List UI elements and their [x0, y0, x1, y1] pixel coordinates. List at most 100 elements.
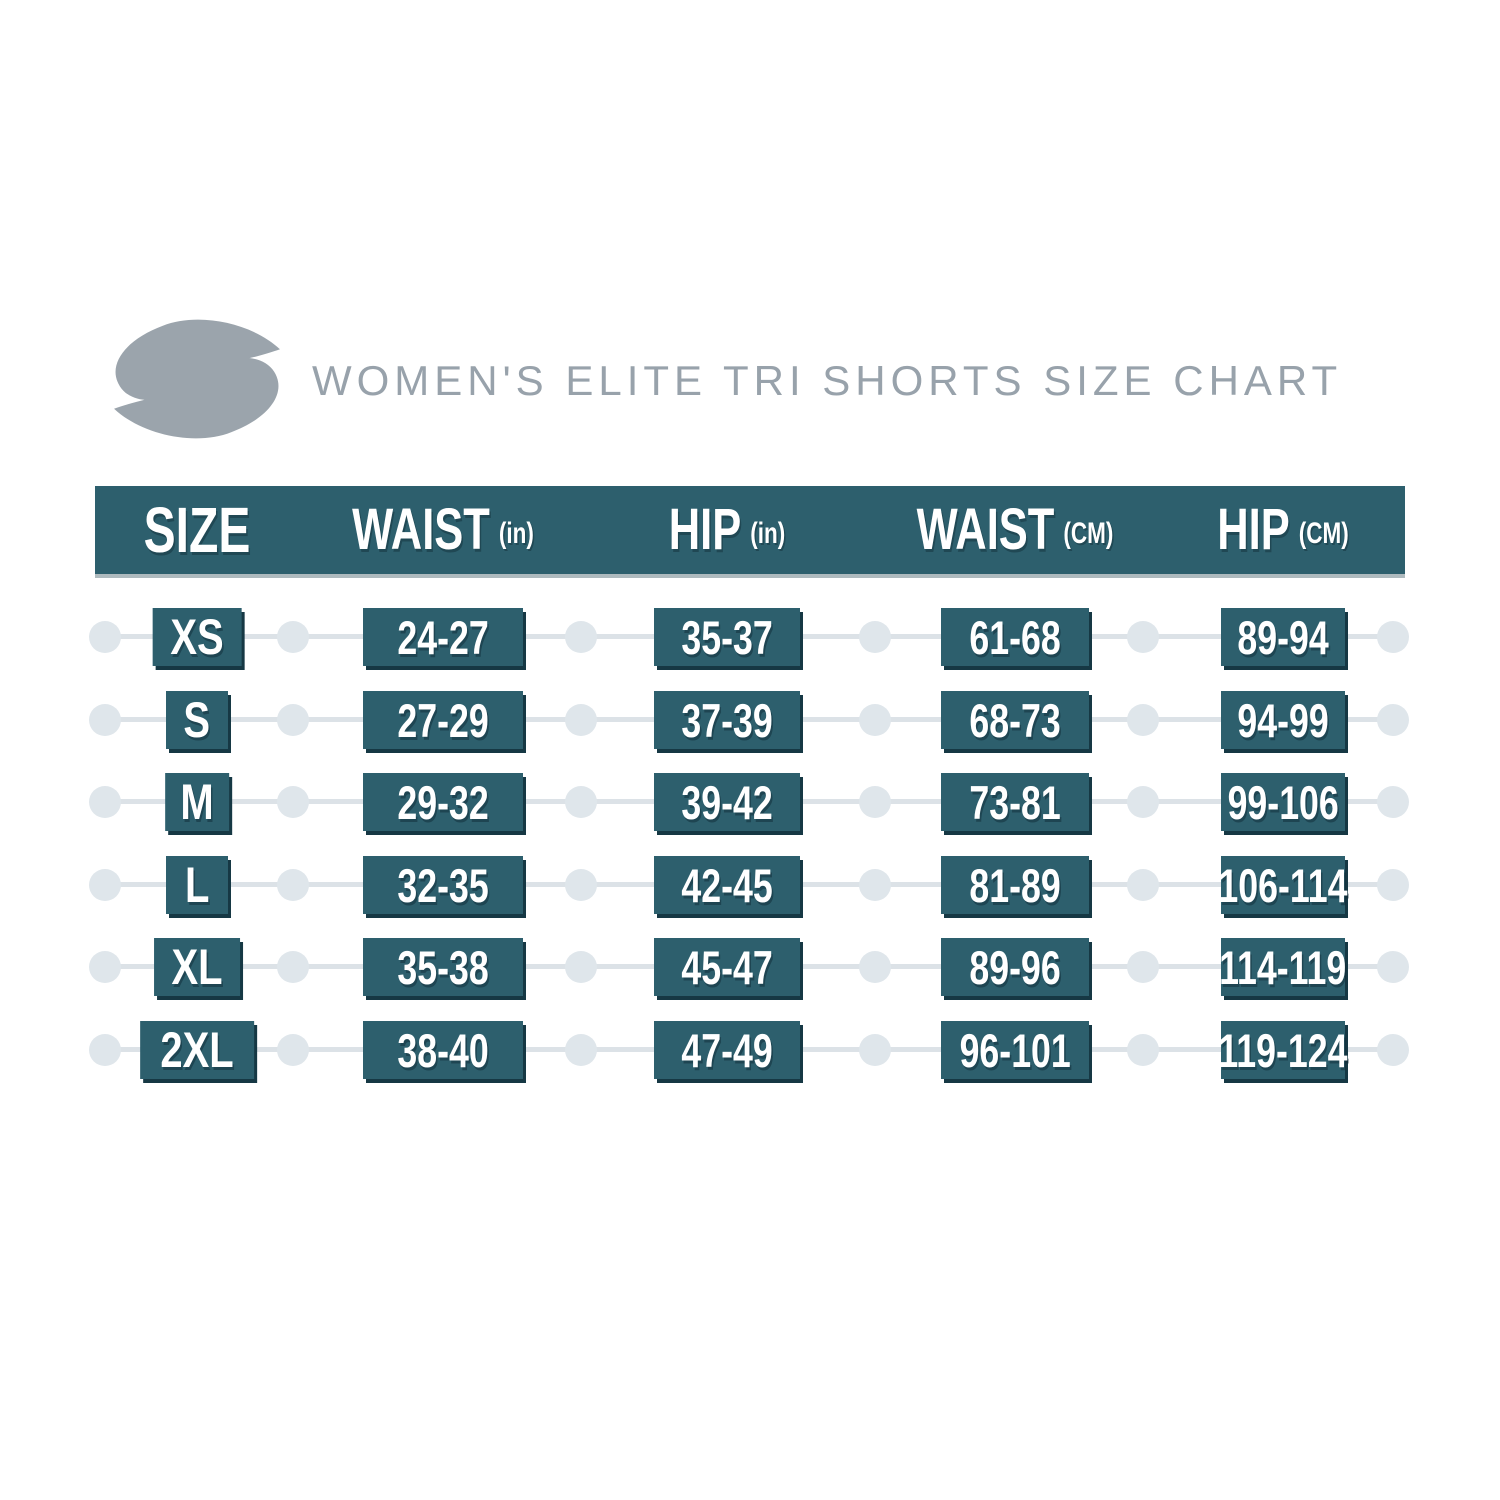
- hip-in-cell: 45-47: [654, 938, 800, 996]
- connector-dot-icon: [1377, 951, 1409, 983]
- range-value: 45-47: [681, 940, 773, 994]
- hip-in-cell: 37-39: [654, 691, 800, 749]
- hip-in-cell: 39-42: [654, 773, 800, 831]
- hip-cm-cell: 99-106: [1221, 773, 1345, 831]
- header-unit: (in): [498, 517, 534, 550]
- hip-in-cell: 35-37: [654, 608, 800, 666]
- connector-dot-icon: [89, 951, 121, 983]
- range-value: 38-40: [397, 1023, 489, 1077]
- table-row: XL 35-38 45-47 89-96 114-119: [0, 936, 1500, 998]
- range-value: 99-106: [1227, 775, 1339, 829]
- waist-cm-cell: 89-96: [941, 938, 1089, 996]
- waist-in-cell: 35-38: [363, 938, 523, 996]
- header-unit: (CM): [1298, 517, 1349, 550]
- size-label: XL: [171, 939, 223, 995]
- range-value: 29-32: [397, 775, 489, 829]
- hip-cm-cell: 94-99: [1221, 691, 1345, 749]
- waist-cm-cell: 96-101: [941, 1021, 1089, 1079]
- range-value: 61-68: [969, 610, 1061, 664]
- range-value: 119-124: [1218, 1023, 1348, 1077]
- range-value: 27-29: [397, 693, 489, 747]
- connector-dot-icon: [1127, 869, 1159, 901]
- waist-in-cell: 38-40: [363, 1021, 523, 1079]
- table-row: S 27-29 37-39 68-73 94-99: [0, 689, 1500, 751]
- header-unit: (in): [750, 517, 786, 550]
- range-value: 114-119: [1219, 940, 1347, 994]
- header-unit: (CM): [1063, 517, 1114, 550]
- connector-dot-icon: [277, 704, 309, 736]
- connector-dot-icon: [859, 704, 891, 736]
- size-cell: M: [165, 773, 229, 831]
- hip-in-cell: 47-49: [654, 1021, 800, 1079]
- connector-dot-icon: [1377, 1034, 1409, 1066]
- connector-dot-icon: [1377, 786, 1409, 818]
- connector-dot-icon: [1377, 869, 1409, 901]
- header-label: HIP: [1217, 497, 1290, 562]
- size-cell: 2XL: [140, 1021, 254, 1079]
- connector-dot-icon: [565, 1034, 597, 1066]
- column-header-hip-cm: HIP (CM): [1195, 501, 1370, 559]
- size-cell: S: [166, 691, 228, 749]
- hip-cm-cell: 89-94: [1221, 608, 1345, 666]
- waist-cm-cell: 81-89: [941, 856, 1089, 914]
- connector-dot-icon: [1127, 951, 1159, 983]
- column-header-waist-cm: WAIST (CM): [884, 501, 1146, 559]
- connector-dot-icon: [859, 1034, 891, 1066]
- connector-dot-icon: [89, 1034, 121, 1066]
- connector-dot-icon: [565, 951, 597, 983]
- connector-dot-icon: [89, 786, 121, 818]
- column-header-size: SIZE: [126, 498, 268, 562]
- size-cell: L: [166, 856, 228, 914]
- size-cell: XS: [152, 608, 242, 666]
- connector-dot-icon: [277, 1034, 309, 1066]
- hip-cm-cell: 106-114: [1218, 856, 1348, 914]
- hip-cm-cell: 119-124: [1218, 1021, 1348, 1079]
- range-value: 89-96: [969, 940, 1061, 994]
- waist-in-cell: 27-29: [363, 691, 523, 749]
- header-label: WAIST: [352, 497, 490, 562]
- hip-cm-cell: 114-119: [1219, 938, 1347, 996]
- waist-cm-cell: 61-68: [941, 608, 1089, 666]
- range-value: 47-49: [681, 1023, 773, 1077]
- table-row: M 29-32 39-42 73-81 99-106: [0, 771, 1500, 833]
- waist-cm-cell: 73-81: [941, 773, 1089, 831]
- range-value: 73-81: [969, 775, 1061, 829]
- connector-dot-icon: [277, 621, 309, 653]
- header-label: WAIST: [916, 497, 1055, 562]
- hip-in-cell: 42-45: [654, 856, 800, 914]
- connector-dot-icon: [1127, 786, 1159, 818]
- range-value: 106-114: [1218, 858, 1348, 912]
- size-label: M: [180, 774, 214, 830]
- connector-dot-icon: [859, 951, 891, 983]
- connector-dot-icon: [859, 869, 891, 901]
- s-swoosh-icon: [114, 319, 280, 439]
- connector-dot-icon: [859, 786, 891, 818]
- connector-dot-icon: [277, 786, 309, 818]
- column-header-hip-in: HIP (in): [649, 501, 804, 559]
- connector-dot-icon: [89, 869, 121, 901]
- size-label: S: [183, 692, 211, 748]
- size-cell: XL: [154, 938, 240, 996]
- size-label: 2XL: [160, 1022, 234, 1078]
- range-value: 39-42: [681, 775, 773, 829]
- connector-dot-icon: [1127, 704, 1159, 736]
- size-label: XS: [170, 609, 224, 665]
- header-label: SIZE: [143, 494, 251, 566]
- waist-cm-cell: 68-73: [941, 691, 1089, 749]
- range-value: 35-38: [397, 940, 489, 994]
- connector-dot-icon: [565, 786, 597, 818]
- waist-in-cell: 32-35: [363, 856, 523, 914]
- connector-dot-icon: [565, 869, 597, 901]
- range-value: 81-89: [969, 858, 1061, 912]
- waist-in-cell: 29-32: [363, 773, 523, 831]
- connector-dot-icon: [89, 704, 121, 736]
- page-title: WOMEN'S ELITE TRI SHORTS SIZE CHART: [312, 357, 1343, 404]
- range-value: 32-35: [397, 858, 489, 912]
- connector-dot-icon: [859, 621, 891, 653]
- range-value: 35-37: [681, 610, 773, 664]
- range-value: 89-94: [1237, 610, 1329, 664]
- waist-in-cell: 24-27: [363, 608, 523, 666]
- connector-dot-icon: [565, 704, 597, 736]
- connector-dot-icon: [277, 951, 309, 983]
